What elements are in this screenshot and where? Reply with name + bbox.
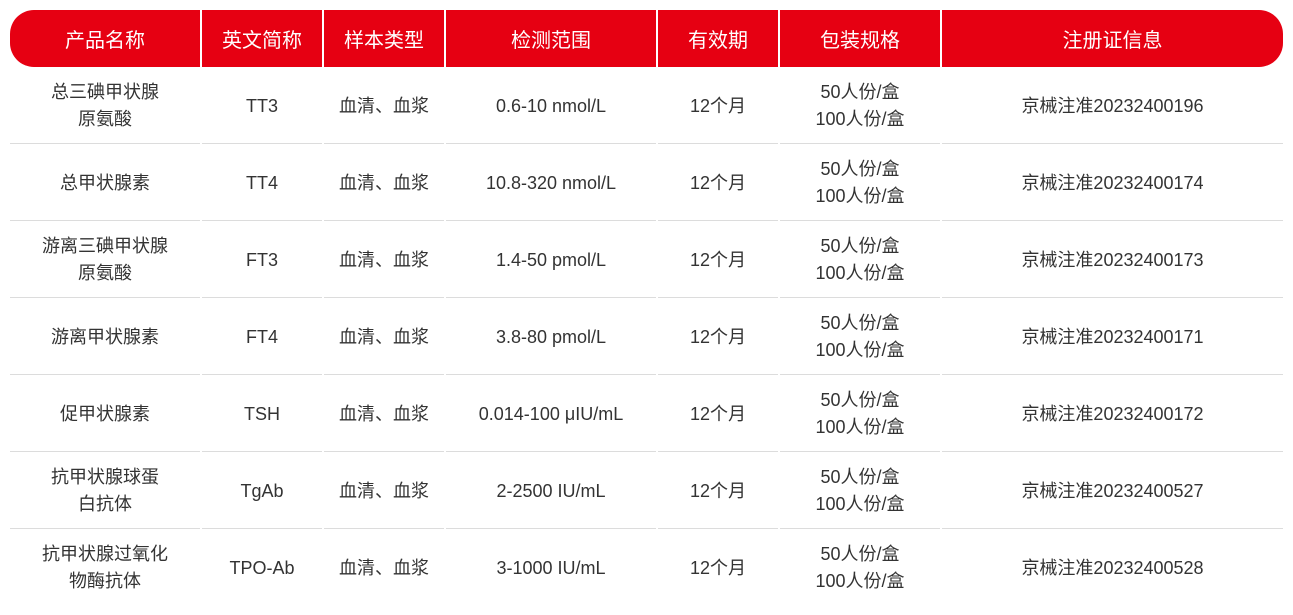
col-header-pack: 包装规格 [780, 10, 940, 67]
cell-pack: 50人份/盒 100人份/盒 [780, 146, 940, 221]
cell-name: 抗甲状腺过氧化 物酶抗体 [10, 531, 200, 605]
cell-sample: 血清、血浆 [324, 223, 444, 298]
cell-range: 0.014-100 μIU/mL [446, 377, 656, 452]
cell-abbr: FT4 [202, 300, 322, 375]
cell-abbr: TT4 [202, 146, 322, 221]
cell-range: 3-1000 IU/mL [446, 531, 656, 605]
cell-range: 10.8-320 nmol/L [446, 146, 656, 221]
cell-reg: 京械注准20232400528 [942, 531, 1283, 605]
cell-expiry: 12个月 [658, 531, 778, 605]
cell-reg: 京械注准20232400527 [942, 454, 1283, 529]
cell-expiry: 12个月 [658, 146, 778, 221]
cell-name: 促甲状腺素 [10, 377, 200, 452]
col-header-abbr: 英文简称 [202, 10, 322, 67]
cell-sample: 血清、血浆 [324, 69, 444, 144]
cell-sample: 血清、血浆 [324, 454, 444, 529]
cell-expiry: 12个月 [658, 69, 778, 144]
col-header-reg: 注册证信息 [942, 10, 1283, 67]
cell-sample: 血清、血浆 [324, 300, 444, 375]
cell-reg: 京械注准20232400173 [942, 223, 1283, 298]
cell-sample: 血清、血浆 [324, 146, 444, 221]
cell-abbr: TPO-Ab [202, 531, 322, 605]
cell-abbr: FT3 [202, 223, 322, 298]
table-row: 总甲状腺素 TT4 血清、血浆 10.8-320 nmol/L 12个月 50人… [10, 146, 1283, 221]
cell-abbr: TgAb [202, 454, 322, 529]
cell-range: 0.6-10 nmol/L [446, 69, 656, 144]
cell-reg: 京械注准20232400171 [942, 300, 1283, 375]
cell-name: 游离三碘甲状腺 原氨酸 [10, 223, 200, 298]
product-table-wrapper: 产品名称 英文简称 样本类型 检测范围 有效期 包装规格 注册证信息 总三碘甲状… [8, 8, 1285, 607]
cell-expiry: 12个月 [658, 377, 778, 452]
cell-reg: 京械注准20232400196 [942, 69, 1283, 144]
table-row: 促甲状腺素 TSH 血清、血浆 0.014-100 μIU/mL 12个月 50… [10, 377, 1283, 452]
table-row: 抗甲状腺球蛋 白抗体 TgAb 血清、血浆 2-2500 IU/mL 12个月 … [10, 454, 1283, 529]
cell-sample: 血清、血浆 [324, 377, 444, 452]
cell-pack: 50人份/盒 100人份/盒 [780, 531, 940, 605]
cell-name: 游离甲状腺素 [10, 300, 200, 375]
cell-expiry: 12个月 [658, 454, 778, 529]
cell-pack: 50人份/盒 100人份/盒 [780, 300, 940, 375]
col-header-sample: 样本类型 [324, 10, 444, 67]
cell-name: 抗甲状腺球蛋 白抗体 [10, 454, 200, 529]
cell-pack: 50人份/盒 100人份/盒 [780, 377, 940, 452]
cell-pack: 50人份/盒 100人份/盒 [780, 223, 940, 298]
cell-pack: 50人份/盒 100人份/盒 [780, 69, 940, 144]
table-body: 总三碘甲状腺 原氨酸 TT3 血清、血浆 0.6-10 nmol/L 12个月 … [10, 69, 1283, 605]
cell-range: 2-2500 IU/mL [446, 454, 656, 529]
table-row: 抗甲状腺过氧化 物酶抗体 TPO-Ab 血清、血浆 3-1000 IU/mL 1… [10, 531, 1283, 605]
col-header-name: 产品名称 [10, 10, 200, 67]
cell-range: 1.4-50 pmol/L [446, 223, 656, 298]
cell-expiry: 12个月 [658, 223, 778, 298]
cell-range: 3.8-80 pmol/L [446, 300, 656, 375]
table-header: 产品名称 英文简称 样本类型 检测范围 有效期 包装规格 注册证信息 [10, 10, 1283, 67]
cell-reg: 京械注准20232400172 [942, 377, 1283, 452]
cell-name: 总三碘甲状腺 原氨酸 [10, 69, 200, 144]
cell-reg: 京械注准20232400174 [942, 146, 1283, 221]
table-row: 总三碘甲状腺 原氨酸 TT3 血清、血浆 0.6-10 nmol/L 12个月 … [10, 69, 1283, 144]
cell-abbr: TSH [202, 377, 322, 452]
table-row: 游离三碘甲状腺 原氨酸 FT3 血清、血浆 1.4-50 pmol/L 12个月… [10, 223, 1283, 298]
cell-name: 总甲状腺素 [10, 146, 200, 221]
cell-abbr: TT3 [202, 69, 322, 144]
cell-pack: 50人份/盒 100人份/盒 [780, 454, 940, 529]
cell-expiry: 12个月 [658, 300, 778, 375]
product-table: 产品名称 英文简称 样本类型 检测范围 有效期 包装规格 注册证信息 总三碘甲状… [8, 8, 1285, 607]
table-row: 游离甲状腺素 FT4 血清、血浆 3.8-80 pmol/L 12个月 50人份… [10, 300, 1283, 375]
col-header-expiry: 有效期 [658, 10, 778, 67]
cell-sample: 血清、血浆 [324, 531, 444, 605]
col-header-range: 检测范围 [446, 10, 656, 67]
